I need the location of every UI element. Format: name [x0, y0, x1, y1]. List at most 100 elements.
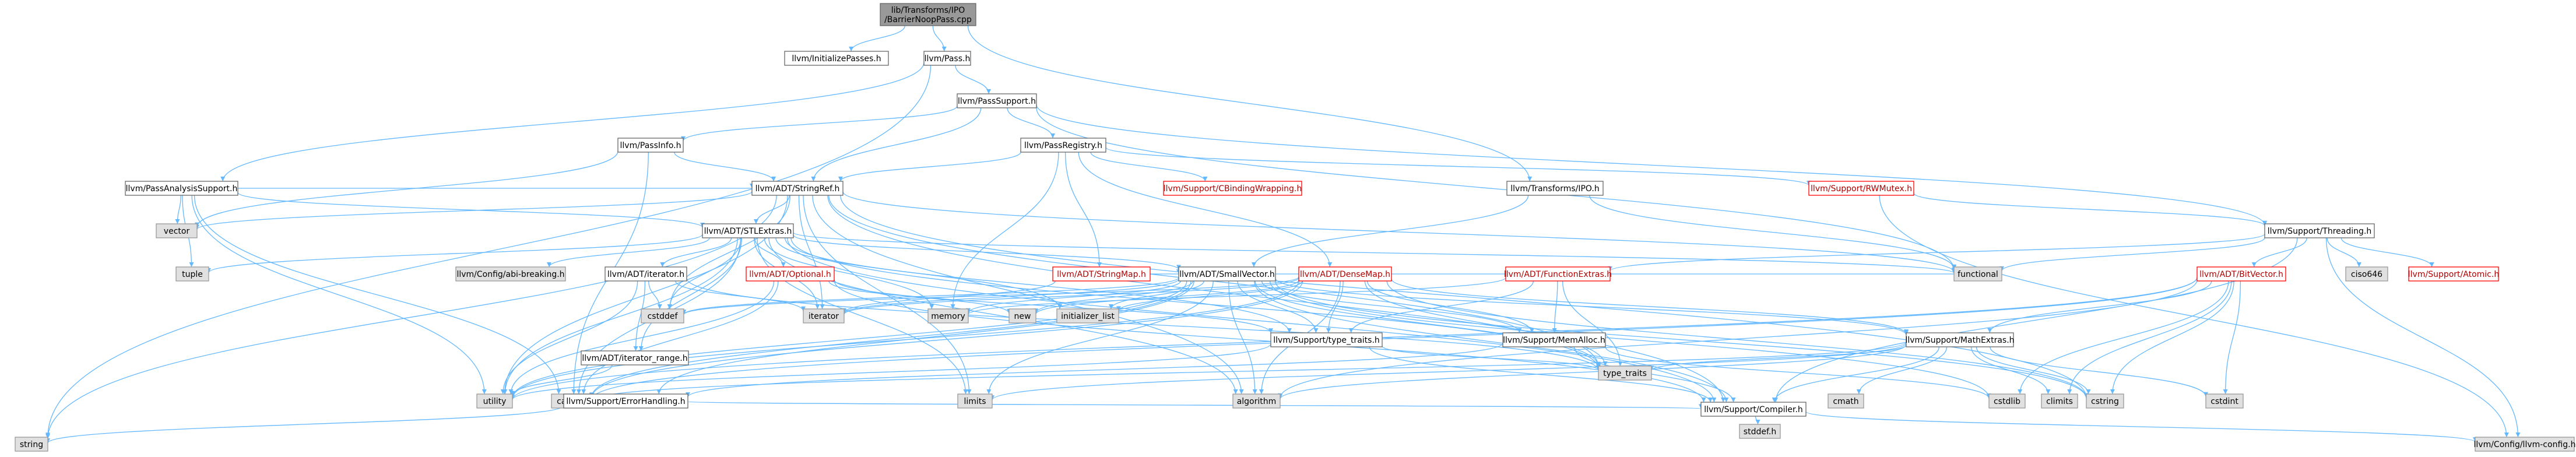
edge-smallvector-to-algorithm [1228, 280, 1256, 395]
node-stlextras[interactable]: llvm/ADT/STLExtras.h [702, 223, 794, 238]
edge-smallvector-to-typetraits_h [1237, 280, 1317, 333]
node-cstring: cstring [2086, 393, 2124, 409]
node-box [1906, 332, 2014, 347]
node-label: llvm/ADT/Optional.h [749, 270, 831, 279]
node-label: lib/Transforms/IPO [891, 6, 965, 15]
node-smallvector[interactable]: llvm/ADT/SmallVector.h [1178, 266, 1276, 282]
edge-optional-to-typetraits_h [834, 279, 1271, 333]
arrowhead-smallvector-to-limits [986, 389, 992, 394]
node-ciso646: ciso646 [2345, 266, 2388, 282]
node-label: llvm/Config/abi-breaking.h [456, 270, 564, 279]
edge-adtiterator-to-iterator [675, 280, 804, 311]
edge-threading-to-compiler [1775, 237, 2298, 403]
arrowhead-stringref-to-limits [967, 389, 972, 394]
node-errorhandling[interactable]: llvm/Support/ErrorHandling.h [563, 393, 688, 409]
node-type_traits: type_traits [1598, 365, 1652, 381]
node-label: llvm/ADT/iterator.h [607, 270, 684, 279]
arrowhead-bitvector-to-cstring [2110, 389, 2115, 394]
node-transipo[interactable]: llvm/Transforms/IPO.h [1506, 181, 1604, 196]
node-cbinding[interactable]: llvm/Support/CBindingWrapping.h [1163, 181, 1302, 196]
arrowhead-smallvector-to-compiler [1724, 398, 1729, 402]
node-iterrange[interactable]: llvm/ADT/iterator_range.h [581, 350, 689, 365]
edge-passsupport-to-stringref [813, 107, 982, 182]
node-bitvector[interactable]: llvm/ADT/BitVector.h [2197, 266, 2286, 282]
node-box [1988, 393, 2026, 409]
arrowhead-adtiterator-to-cstddef [657, 304, 662, 309]
node-stddef: stddef.h [1739, 424, 1781, 439]
node-box [1700, 402, 1807, 417]
edge-stlextras-to-adtiterator [662, 237, 732, 268]
node-passregistry[interactable]: llvm/PassRegistry.h [1020, 138, 1106, 153]
node-adtiterator[interactable]: llvm/ADT/iterator.h [605, 266, 687, 282]
node-label: llvm/Transforms/IPO.h [1510, 184, 1599, 194]
node-box [746, 266, 835, 282]
edge-smallvector-to-iterator [844, 279, 1179, 314]
node-rwmutex[interactable]: llvm/Support/RWMutex.h [1808, 181, 1914, 196]
node-passsupport[interactable]: llvm/PassSupport.h [957, 93, 1037, 108]
node-pass[interactable]: llvm/Pass.h [923, 51, 971, 66]
arrowhead-threading-to-bitvector [2251, 262, 2257, 267]
arrowhead-stringref-to-iterator [820, 304, 825, 309]
node-passanalysis[interactable]: llvm/PassAnalysisSupport.h [125, 181, 238, 196]
edges-layer [45, 25, 2521, 444]
edge-smallvector-to-memalloc [1261, 280, 1520, 333]
edge-smallvector-to-new [1035, 280, 1194, 314]
arrowhead-rwmutex-to-threading [2262, 221, 2267, 226]
arrowhead-stlextras-to-algorithm [1233, 389, 1238, 394]
edge-pass-to-string [47, 65, 932, 438]
node-typetraits_h[interactable]: llvm/Support/type_traits.h [1270, 332, 1383, 347]
edge-mathextras-to-algorithm [1280, 344, 1907, 399]
arrowhead-stlextras-to-abibreak [547, 262, 551, 267]
edge-funcextras-to-memory [968, 277, 1506, 315]
node-atomic[interactable]: llvm/Support/Atomic.h [2408, 266, 2499, 282]
node-densemap[interactable]: llvm/ADT/DenseMap.h [1298, 266, 1392, 282]
node-passinfo[interactable]: llvm/PassInfo.h [617, 138, 684, 153]
node-box [1502, 332, 1606, 347]
edge-passanalysis-to-cassert [194, 195, 560, 395]
edge-adtiterator-to-utility [502, 280, 638, 395]
node-optional[interactable]: llvm/ADT/Optional.h [746, 266, 835, 282]
edge-mathextras-to-climits [1970, 346, 2049, 395]
node-stringmap[interactable]: llvm/ADT/StringMap.h [1052, 266, 1151, 282]
edge-stlextras-to-utility [504, 237, 738, 395]
node-box [1505, 266, 1611, 282]
edge-mathextras-to-cstring [1976, 346, 2089, 395]
node-label: llvm/PassInfo.h [620, 141, 681, 150]
edge-passregistry-to-densemap [1078, 152, 1330, 268]
node-label: cstdlib [1994, 397, 2020, 406]
node-label: llvm/Support/type_traits.h [1273, 336, 1380, 345]
edge-adtiterator-to-iterrange [635, 280, 646, 351]
edge-densemap-to-memalloc [1366, 280, 1533, 333]
node-box [927, 308, 969, 324]
edge-densemap-to-utility [512, 280, 1299, 399]
node-memalloc[interactable]: llvm/Support/MemAlloc.h [1502, 332, 1606, 347]
edge-densemap-to-cstddef [683, 276, 1299, 315]
arrowhead-smallvector-to-errorhandling [656, 389, 662, 394]
node-compiler[interactable]: llvm/Support/Compiler.h [1700, 402, 1807, 417]
arrowhead-passanalysis-to-tuple [189, 262, 194, 267]
node-label: cmath [1833, 397, 1858, 406]
node-stringref[interactable]: llvm/ADT/StringRef.h [751, 181, 844, 196]
arrowhead-stlextras-to-iterrange [638, 346, 644, 351]
node-funcextras[interactable]: llvm/ADT/FunctionExtras.h [1504, 266, 1612, 282]
arrowhead-optional-to-compiler [1701, 398, 1706, 402]
arrowhead-root-to-initpasses [849, 47, 854, 51]
arrowhead-stringref-to-string [45, 434, 50, 439]
node-algorithm: algorithm [1232, 393, 1281, 409]
node-box [15, 437, 48, 452]
edge-densemap-to-cstring [1386, 280, 2087, 398]
node-threading[interactable]: llvm/Support/Threading.h [2264, 223, 2375, 238]
node-box [2345, 266, 2388, 282]
arrowhead-pass-to-passanalysis [220, 177, 226, 181]
edge-smallvector-to-mathextras [1275, 278, 1907, 335]
arrowhead-root-to-pass [941, 47, 947, 51]
node-label: new [1014, 312, 1031, 321]
node-mathextras[interactable]: llvm/Support/MathExtras.h [1905, 332, 2015, 347]
edge-optional-to-utility [510, 280, 775, 395]
edge-stringref-to-compiler [827, 195, 1724, 403]
node-initpasses[interactable]: llvm/InitializePasses.h [784, 51, 889, 66]
node-root[interactable]: lib/Transforms/IPO/BarrierNoopPass.cpp [880, 3, 976, 26]
edge-funcextras-to-typetraits_h [1351, 280, 1534, 333]
node-memory: memory [927, 308, 969, 324]
edge-passsupport-to-passregistry [1007, 107, 1053, 139]
